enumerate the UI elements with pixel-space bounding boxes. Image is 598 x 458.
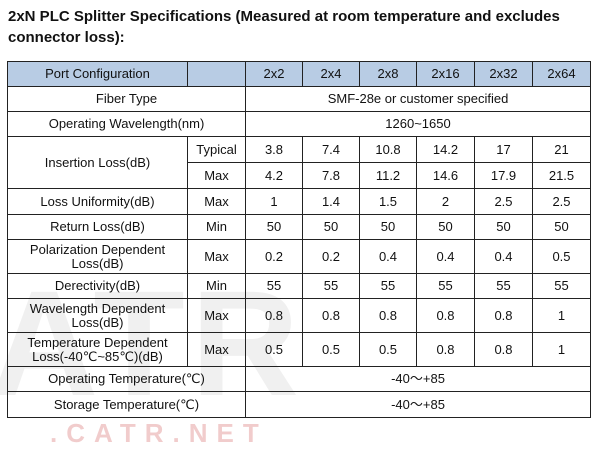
row-label: Fiber Type — [7, 86, 246, 112]
value-cell: 0.8 — [416, 332, 475, 367]
row-label: Return Loss(dB) — [7, 214, 188, 240]
table-row-insertion-max: Max 4.2 7.8 11.2 14.6 17.9 21.5 — [8, 162, 591, 189]
table-row-insertion-typical: Insertion Loss(dB) Typical 3.8 7.4 10.8 … — [7, 136, 591, 189]
row-label: Polarization Dependent Loss(dB) — [7, 239, 188, 274]
value-cell: 0.5 — [302, 332, 360, 367]
value-cell: 50 — [474, 214, 533, 240]
value-cell: 50 — [302, 214, 360, 240]
row-value: 1260~1650 — [245, 111, 591, 137]
table-header-row: Port Configuration 2x2 2x4 2x8 2x16 2x32… — [7, 61, 591, 87]
row-label: Temperature Dependent Loss(-40℃~85℃)(dB) — [7, 332, 188, 367]
row-label: Operating Wavelength(nm) — [7, 111, 246, 137]
table-row-storage-temp: Storage Temperature(℃) -40～+85 — [7, 391, 591, 418]
row-cond: Max — [187, 239, 246, 274]
value-cell: 50 — [245, 214, 303, 240]
row-label: Insertion Loss(dB) — [7, 136, 188, 189]
row-label: Operating Temperature(℃) — [7, 366, 246, 392]
value-cell: 50 — [416, 214, 475, 240]
value-cell: 0.8 — [359, 298, 417, 333]
value-cell: 17 — [474, 136, 533, 163]
value-cell: 21.5 — [532, 162, 591, 189]
row-label: Loss Uniformity(dB) — [7, 188, 188, 215]
value-cell: 1.4 — [302, 188, 360, 215]
value-cell: 55 — [359, 273, 417, 299]
watermark-url-text: .CATR.NET — [50, 418, 268, 448]
value-cell: 55 — [245, 273, 303, 299]
value-cell: 4.2 — [245, 162, 303, 189]
header-param-cell: Port Configuration — [7, 61, 188, 87]
value-cell: 7.8 — [302, 162, 360, 189]
value-cell: 0.2 — [245, 239, 303, 274]
table-row-wdl: Wavelength Dependent Loss(dB) Max 0.8 0.… — [7, 298, 591, 333]
spec-table: Port Configuration 2x2 2x4 2x8 2x16 2x32… — [7, 61, 591, 418]
row-value: -40～+85 — [245, 366, 591, 392]
value-cell: 0.5 — [532, 239, 591, 274]
page-title: 2xN PLC Splitter Specifications (Measure… — [8, 8, 560, 46]
value-cell: 2.5 — [532, 188, 591, 215]
row-cond: Min — [187, 273, 246, 299]
value-cell: 14.6 — [416, 162, 475, 189]
value-cell: 0.4 — [416, 239, 475, 274]
table-row-fiber-type: Fiber Type SMF-28e or customer specified — [7, 86, 591, 112]
table-row-wavelength: Operating Wavelength(nm) 1260~1650 — [7, 111, 591, 137]
value-cell: 17.9 — [474, 162, 533, 189]
row-label: Storage Temperature(℃) — [7, 391, 246, 418]
header-config-cell: 2x2 — [245, 61, 303, 87]
value-cell: 0.2 — [302, 239, 360, 274]
table-row-return-loss: Return Loss(dB) Min 50 50 50 50 50 50 — [7, 214, 591, 240]
row-cond: Max — [187, 298, 246, 333]
header-config-cell: 2x64 — [532, 61, 591, 87]
value-cell: 0.8 — [474, 298, 533, 333]
table-row-tdl: Temperature Dependent Loss(-40℃~85℃)(dB)… — [7, 332, 591, 367]
value-cell: 2 — [416, 188, 475, 215]
value-cell: 1 — [532, 298, 591, 333]
row-cond: Max — [187, 332, 246, 367]
table-row-pdl: Polarization Dependent Loss(dB) Max 0.2 … — [7, 239, 591, 274]
header-config-cell: 2x16 — [416, 61, 475, 87]
value-cell: 0.8 — [416, 298, 475, 333]
value-cell: 1.5 — [359, 188, 417, 215]
value-cell: 50 — [359, 214, 417, 240]
header-config-cell: 2x8 — [359, 61, 417, 87]
value-cell: 50 — [532, 214, 591, 240]
value-cell: 11.2 — [359, 162, 417, 189]
table-row-loss-uniformity: Loss Uniformity(dB) Max 1 1.4 1.5 2 2.5 … — [7, 188, 591, 215]
value-cell: 1 — [245, 188, 303, 215]
value-cell: 0.4 — [474, 239, 533, 274]
row-cond: Max — [187, 162, 246, 189]
table-row-directivity: Derectivity(dB) Min 55 55 55 55 55 55 — [7, 273, 591, 299]
header-config-cell: 2x4 — [302, 61, 360, 87]
value-cell: 55 — [532, 273, 591, 299]
value-cell: 0.5 — [245, 332, 303, 367]
row-value: -40～+85 — [245, 391, 591, 418]
row-label: Wavelength Dependent Loss(dB) — [7, 298, 188, 333]
value-cell: 14.2 — [416, 136, 475, 163]
value-cell: 7.4 — [302, 136, 360, 163]
value-cell: 0.8 — [474, 332, 533, 367]
value-cell: 1 — [532, 332, 591, 367]
value-cell: 21 — [532, 136, 591, 163]
value-cell: 55 — [474, 273, 533, 299]
row-value: SMF-28e or customer specified — [245, 86, 591, 112]
value-cell: 0.8 — [302, 298, 360, 333]
value-cell: 2.5 — [474, 188, 533, 215]
value-cell: 0.8 — [245, 298, 303, 333]
header-config-cell: 2x32 — [474, 61, 533, 87]
value-cell: 55 — [416, 273, 475, 299]
value-cell: 3.8 — [245, 136, 303, 163]
row-cond: Max — [187, 188, 246, 215]
header-cond-cell — [187, 61, 246, 87]
table-row-operating-temp: Operating Temperature(℃) -40～+85 — [7, 366, 591, 392]
value-cell: 10.8 — [359, 136, 417, 163]
value-cell: 0.4 — [359, 239, 417, 274]
row-cond: Min — [187, 214, 246, 240]
row-cond: Typical — [187, 136, 246, 163]
row-label: Derectivity(dB) — [7, 273, 188, 299]
value-cell: 55 — [302, 273, 360, 299]
value-cell: 0.5 — [359, 332, 417, 367]
